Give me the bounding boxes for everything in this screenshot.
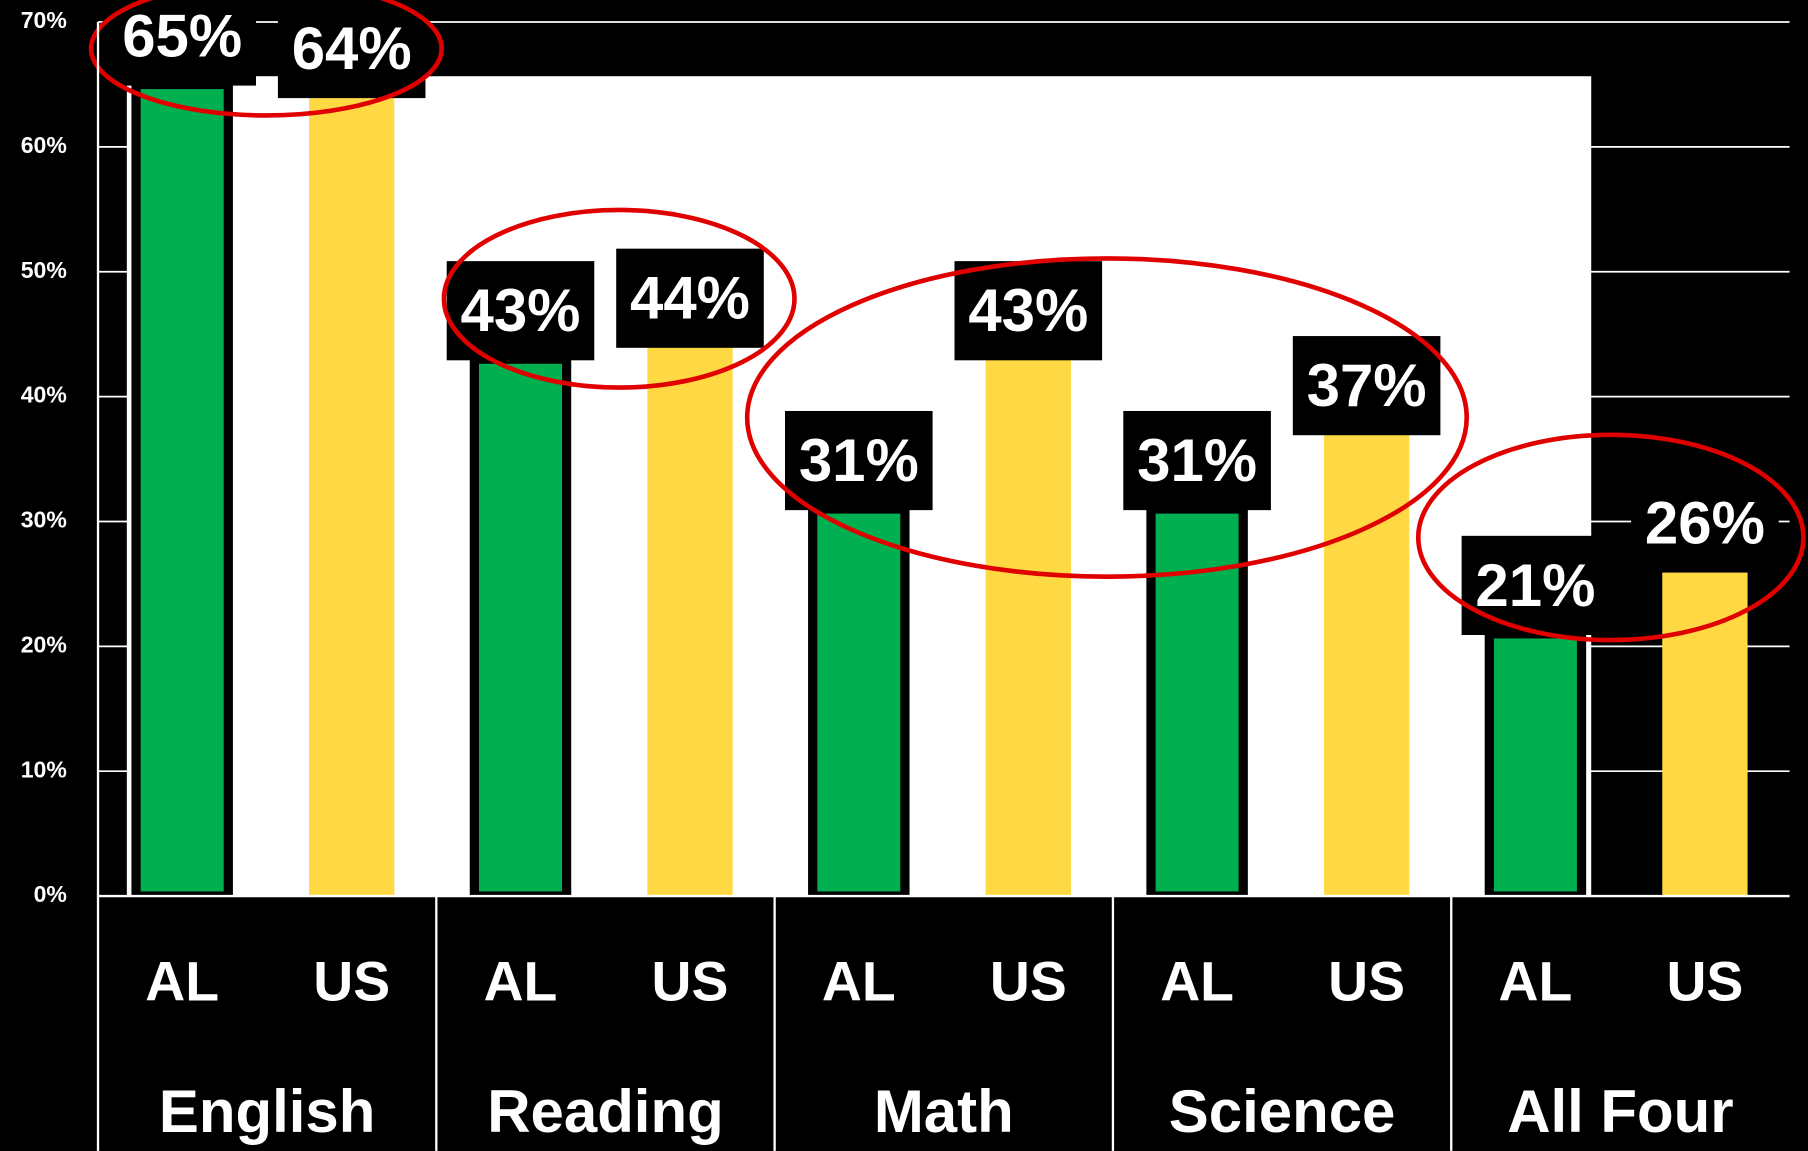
- value-label: 31%: [1137, 427, 1257, 494]
- x-subcategory-label: US: [652, 951, 729, 1013]
- bar: [808, 504, 910, 901]
- highlight-ellipse: [1415, 432, 1806, 643]
- annotations: [88, 0, 1806, 643]
- x-category-label: Reading: [487, 1078, 723, 1145]
- x-category-label: Science: [1169, 1078, 1396, 1145]
- x-category-label: Math: [874, 1078, 1014, 1145]
- bar: [647, 346, 733, 897]
- y-tick-label: 50%: [21, 257, 67, 283]
- value-label-box: [954, 261, 1103, 361]
- y-tick-label: 40%: [21, 382, 67, 408]
- y-tick-label: 0%: [34, 881, 67, 907]
- marks: 65% 64% 43% 44% 31% 43% 31% 37% 21% 26%: [108, 0, 1779, 901]
- value-label: 64%: [292, 15, 412, 82]
- highlight-ellipse: [744, 256, 1469, 579]
- highlight-ellipse: [441, 207, 797, 390]
- y-tick-label: 10%: [21, 756, 67, 782]
- x-subcategory-label: AL: [822, 951, 896, 1013]
- x-subcategory-label: AL: [484, 951, 558, 1013]
- bar: [131, 79, 233, 901]
- value-label: 26%: [1645, 489, 1765, 556]
- x-subcategory-label: US: [1328, 951, 1405, 1013]
- y-tick-label: 20%: [21, 631, 67, 657]
- bar: [1662, 571, 1748, 897]
- value-label: 37%: [1307, 352, 1427, 419]
- x-category-label: English: [159, 1078, 375, 1145]
- x-subcategory-label: AL: [1160, 951, 1234, 1013]
- value-label-box: [1631, 473, 1779, 573]
- value-label-box: [277, 0, 426, 99]
- y-tick-label: 60%: [21, 132, 67, 158]
- value-label-box: [108, 0, 256, 86]
- value-label: 43%: [461, 277, 581, 344]
- value-label-box: [1292, 336, 1441, 436]
- y-tick-label: 30%: [21, 507, 67, 533]
- value-label-box: [1123, 410, 1271, 511]
- y-tick-label: 70%: [21, 7, 67, 33]
- x-subcategory-label: AL: [1499, 951, 1573, 1013]
- x-subcategory-label: US: [1666, 951, 1743, 1013]
- highlight-ellipse: [88, 0, 444, 118]
- bar: [1323, 434, 1410, 897]
- x-subcategory-label: US: [313, 951, 390, 1013]
- bar: [469, 354, 572, 901]
- bar: [309, 96, 395, 897]
- value-label-box: [785, 410, 933, 511]
- value-label: 31%: [799, 427, 919, 494]
- x-subcategory-label: AL: [145, 951, 219, 1013]
- x-category-label: All Four: [1507, 1078, 1733, 1145]
- value-label: 65%: [122, 2, 242, 69]
- value-label-box: [616, 248, 764, 348]
- value-label: 44%: [630, 265, 750, 332]
- value-label: 43%: [968, 277, 1088, 344]
- x-subcategory-label: US: [990, 951, 1067, 1013]
- bar: [1484, 629, 1587, 901]
- value-label: 21%: [1475, 552, 1595, 619]
- value-label-box: [1461, 535, 1610, 635]
- bar: [985, 359, 1071, 897]
